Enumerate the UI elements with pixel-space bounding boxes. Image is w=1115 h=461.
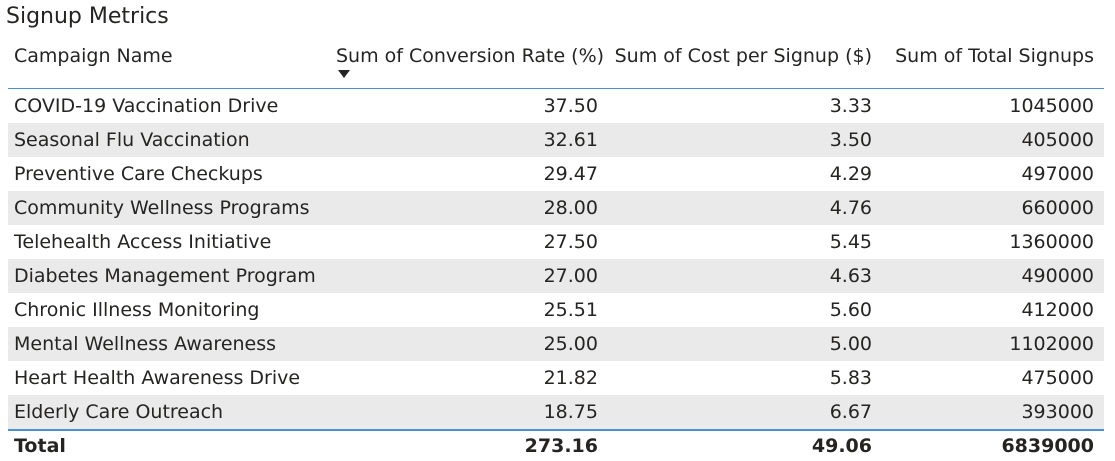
table-row[interactable]: Diabetes Management Program 27.00 4.63 4900…: [8, 259, 1104, 293]
cell-conversion-rate: 29.47: [543, 163, 598, 185]
cell-campaign-name: COVID-19 Vaccination Drive: [14, 95, 279, 117]
cell-cost-per-signup: 6.67: [608, 395, 882, 430]
cell-conversion-rate: 21.82: [543, 367, 598, 389]
cell-campaign-name: Community Wellness Programs: [8, 191, 336, 225]
cell-campaign-name: Chronic Illness Monitoring: [14, 299, 260, 321]
table-row[interactable]: Telehealth Access Initiative 27.50 5.45 136…: [8, 225, 1104, 259]
cell-cost-per-signup: 5.00: [608, 327, 882, 361]
cell-conversion-rate: 37.50: [543, 95, 598, 117]
column-header-cost-per-signup[interactable]: Sum of Cost per Signup ($): [608, 40, 882, 89]
cell-campaign-name: Telehealth Access Initiative: [14, 231, 272, 253]
header-row: Campaign Name Sum of Conversion Rate (%)…: [8, 40, 1104, 89]
cell-cost-per-signup: 5.60: [829, 299, 872, 321]
cell-conversion-rate: 25.51: [543, 299, 598, 321]
cell-conversion-rate: 28.00: [336, 191, 608, 225]
sort-descending-icon: [338, 70, 350, 78]
total-row: Total 273.16 49.06 6839000: [8, 429, 1104, 461]
cell-cost-per-signup: 5.83: [829, 367, 872, 389]
cell-total-signups: 497000: [1021, 163, 1094, 185]
cell-campaign-name: Seasonal Flu Vaccination: [8, 123, 336, 157]
table-row[interactable]: Preventive Care Checkups 29.47 4.29 497000: [8, 157, 1104, 191]
cell-conversion-rate: 25.00: [336, 327, 608, 361]
column-header-conversion-rate-label: Sum of Conversion Rate (%): [336, 45, 605, 67]
table-row[interactable]: Heart Health Awareness Drive 21.82 5.83 475…: [8, 361, 1104, 395]
total-conversion-rate: 273.16: [336, 429, 608, 461]
signup-metrics-table: Campaign Name Sum of Conversion Rate (%)…: [8, 40, 1104, 461]
total-cost-per-signup: 49.06: [608, 429, 882, 461]
column-header-conversion-rate[interactable]: Sum of Conversion Rate (%): [336, 40, 608, 89]
visual-title: Signup Metrics: [6, 4, 169, 29]
total-signups: 6839000: [882, 429, 1104, 461]
cell-total-signups: 475000: [1021, 367, 1094, 389]
cell-campaign-name: Heart Health Awareness Drive: [14, 367, 301, 389]
cell-campaign-name: Diabetes Management Program: [8, 259, 336, 293]
cell-total-signups: 1360000: [1009, 231, 1094, 253]
table-row[interactable]: Elderly Care Outreach 18.75 6.67 393000: [8, 395, 1104, 430]
cell-total-signups: 660000: [882, 191, 1104, 225]
cell-cost-per-signup: 5.45: [829, 231, 872, 253]
cell-cost-per-signup: 3.33: [829, 95, 872, 117]
column-header-total-signups[interactable]: Sum of Total Signups: [882, 40, 1104, 89]
cell-conversion-rate: 32.61: [336, 123, 608, 157]
table-row[interactable]: COVID-19 Vaccination Drive 37.50 3.33 10450…: [8, 89, 1104, 124]
total-label: Total: [8, 429, 336, 461]
table-row[interactable]: Chronic Illness Monitoring 25.51 5.60 41200…: [8, 293, 1104, 327]
cell-total-signups: 490000: [882, 259, 1104, 293]
table-row[interactable]: Seasonal Flu Vaccination 32.61 3.50 405000: [8, 123, 1104, 157]
cell-conversion-rate: 27.00: [336, 259, 608, 293]
column-header-campaign-name[interactable]: Campaign Name: [8, 40, 336, 89]
cell-total-signups: 405000: [882, 123, 1104, 157]
cell-total-signups: 1045000: [1009, 95, 1094, 117]
table-row[interactable]: Community Wellness Programs 28.00 4.76 6600…: [8, 191, 1104, 225]
cell-conversion-rate: 27.50: [543, 231, 598, 253]
table-body: COVID-19 Vaccination Drive 37.50 3.33 10450…: [8, 89, 1104, 430]
cell-campaign-name: Elderly Care Outreach: [8, 395, 336, 430]
cell-campaign-name: Preventive Care Checkups: [14, 163, 263, 185]
cell-total-signups: 393000: [882, 395, 1104, 430]
table-row[interactable]: Mental Wellness Awareness 25.00 5.00 110200…: [8, 327, 1104, 361]
cell-cost-per-signup: 4.29: [829, 163, 872, 185]
cell-total-signups: 412000: [1021, 299, 1094, 321]
cell-campaign-name: Mental Wellness Awareness: [8, 327, 336, 361]
cell-cost-per-signup: 3.50: [608, 123, 882, 157]
cell-total-signups: 1102000: [882, 327, 1104, 361]
cell-conversion-rate: 18.75: [336, 395, 608, 430]
cell-cost-per-signup: 4.76: [608, 191, 882, 225]
cell-cost-per-signup: 4.63: [608, 259, 882, 293]
